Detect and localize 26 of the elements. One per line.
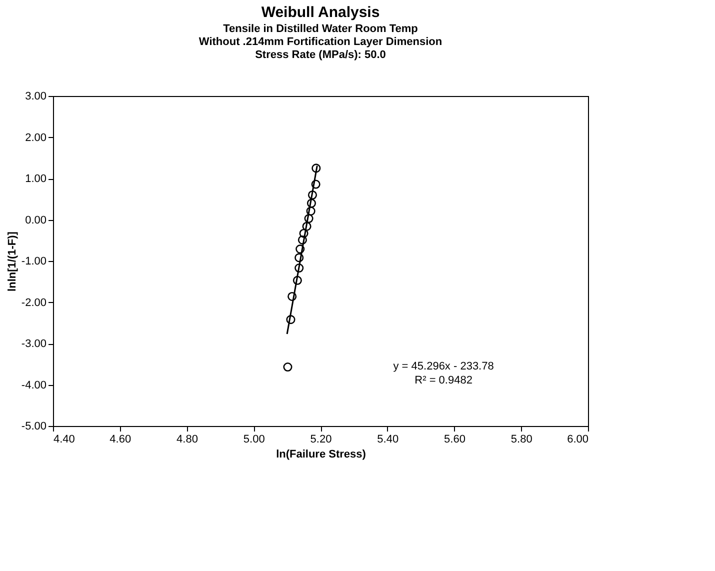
- annotation: R² = 0.9482: [414, 374, 472, 387]
- x-tick-label: 4.60: [110, 434, 132, 446]
- x-tick-label: 4.80: [176, 434, 198, 446]
- y-tick-label: -4.00: [21, 379, 46, 392]
- x-tick-label: 5.00: [243, 434, 265, 446]
- x-axis-title: ln(Failure Stress): [276, 448, 366, 460]
- x-tick-label: 5.40: [377, 434, 399, 446]
- y-tick-label: 3.00: [25, 90, 46, 102]
- text: Without .214mm Fortification Layer Dimension: [198, 36, 442, 48]
- y-tick-label: 1.00: [25, 173, 46, 185]
- x-tick-label: 5.60: [444, 434, 466, 446]
- x-tick-label: 6.00: [567, 434, 588, 446]
- y-tick-label: -2.00: [21, 296, 46, 309]
- text: Stress Rate (MPa/s): 50.0: [255, 49, 386, 61]
- x-tick-label: 5.20: [310, 434, 332, 446]
- chart-title: Weibull Analysis: [261, 4, 380, 21]
- y-tick-label: -3.00: [21, 338, 46, 350]
- y-tick-label: 0.00: [25, 214, 46, 226]
- y-tick-label: -1.00: [21, 256, 46, 268]
- annotation: y = 45.296x - 233.78: [393, 360, 494, 373]
- x-tick-label: 4.40: [54, 434, 75, 446]
- y-tick-label: -5.00: [21, 420, 46, 432]
- x-tick-label: 5.80: [510, 434, 532, 446]
- y-axis-title: lnln[1/(1-F)]: [6, 231, 18, 292]
- text: Tensile in Distilled Water Room Temp: [223, 23, 418, 35]
- y-tick-label: 2.00: [25, 132, 46, 144]
